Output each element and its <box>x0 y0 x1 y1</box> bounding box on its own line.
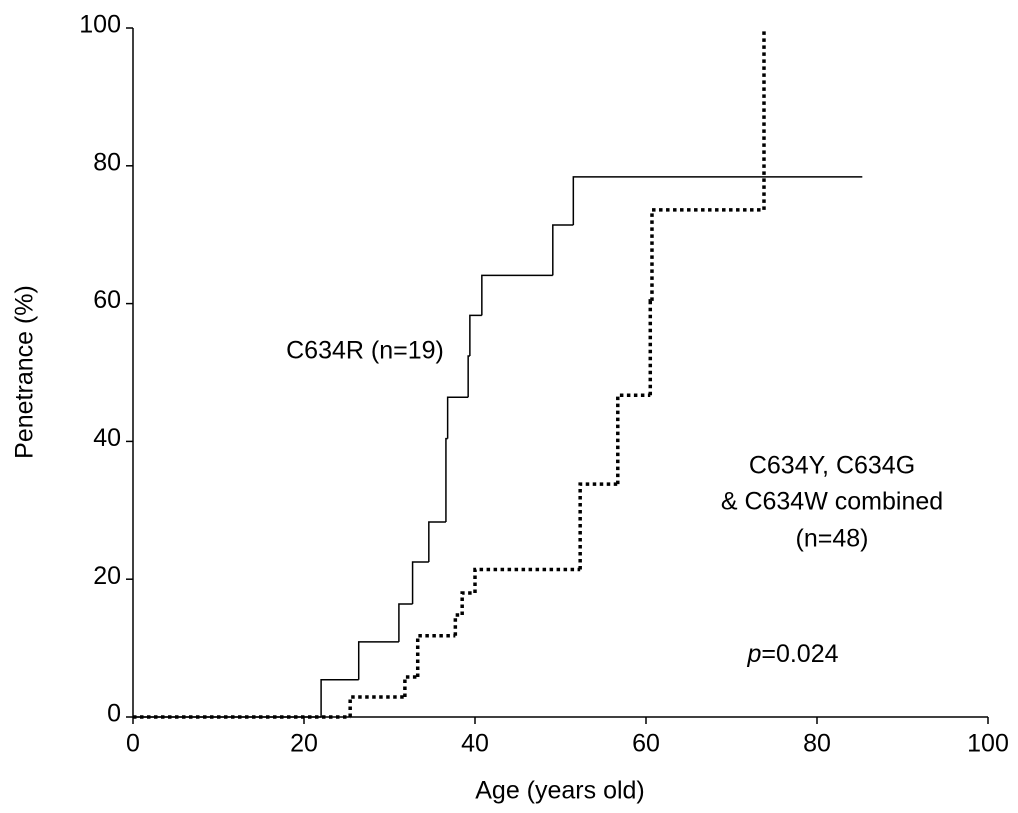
annotation: & C634W combined <box>721 488 943 516</box>
step-segment <box>348 695 405 717</box>
y-tick-label: 100 <box>79 11 121 39</box>
step-segment <box>357 641 399 680</box>
step-segment <box>460 591 475 616</box>
x-tick-label: 40 <box>461 730 489 758</box>
step-segment <box>650 208 764 301</box>
step-segment <box>320 679 359 717</box>
step-segment <box>572 176 863 226</box>
annotation: C634R (n=19) <box>286 337 444 365</box>
step-segment <box>469 314 482 356</box>
x-tick-label: 80 <box>803 730 831 758</box>
step-segment <box>578 482 618 570</box>
x-tick-label: 100 <box>967 730 1009 758</box>
y-tick-label: 60 <box>93 286 121 314</box>
step-segment <box>415 633 456 678</box>
y-tick-label: 40 <box>93 424 121 452</box>
step-segment <box>445 437 448 523</box>
y-axis-title: Penetrance (%) <box>11 285 39 459</box>
step-segment <box>446 396 469 439</box>
step-segment <box>398 603 413 642</box>
step-segment <box>428 521 446 562</box>
step-segment <box>473 567 581 593</box>
x-tick-label: 0 <box>126 730 140 758</box>
p-symbol: p <box>746 640 761 668</box>
step-segment <box>411 561 429 605</box>
x-tick-label: 20 <box>290 730 318 758</box>
x-axis-title: Age (years old) <box>475 777 645 805</box>
step-segment <box>648 299 653 396</box>
step-segment <box>616 393 651 485</box>
step-segment <box>552 224 574 276</box>
step-segment <box>403 675 418 698</box>
step-segment <box>481 274 553 316</box>
step-segment <box>467 355 470 398</box>
y-tick-label: 0 <box>107 700 121 728</box>
step-segment <box>453 613 463 636</box>
annotation: C634Y, C634G <box>749 452 915 480</box>
x-tick-label: 60 <box>632 730 660 758</box>
p-number: =0.024 <box>761 640 838 668</box>
y-tick-label: 80 <box>93 148 121 176</box>
annotation: (n=48) <box>796 525 869 553</box>
p-value: p=0.024 <box>746 640 838 668</box>
y-tick-label: 20 <box>93 562 121 590</box>
